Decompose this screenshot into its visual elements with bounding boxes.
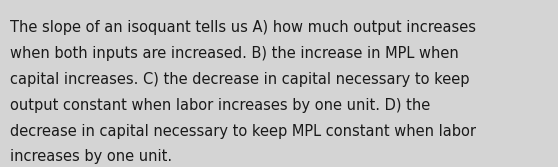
Text: increases by one unit.: increases by one unit. [10,149,172,164]
Text: capital increases. C) the decrease in capital necessary to keep: capital increases. C) the decrease in ca… [10,72,469,87]
Text: output constant when labor increases by one unit. D) the: output constant when labor increases by … [10,98,430,113]
Text: when both inputs are increased. B) the increase in MPL when: when both inputs are increased. B) the i… [10,46,459,61]
Text: The slope of an isoquant tells us A) how much output increases: The slope of an isoquant tells us A) how… [10,20,476,35]
Text: decrease in capital necessary to keep MPL constant when labor: decrease in capital necessary to keep MP… [10,124,476,139]
